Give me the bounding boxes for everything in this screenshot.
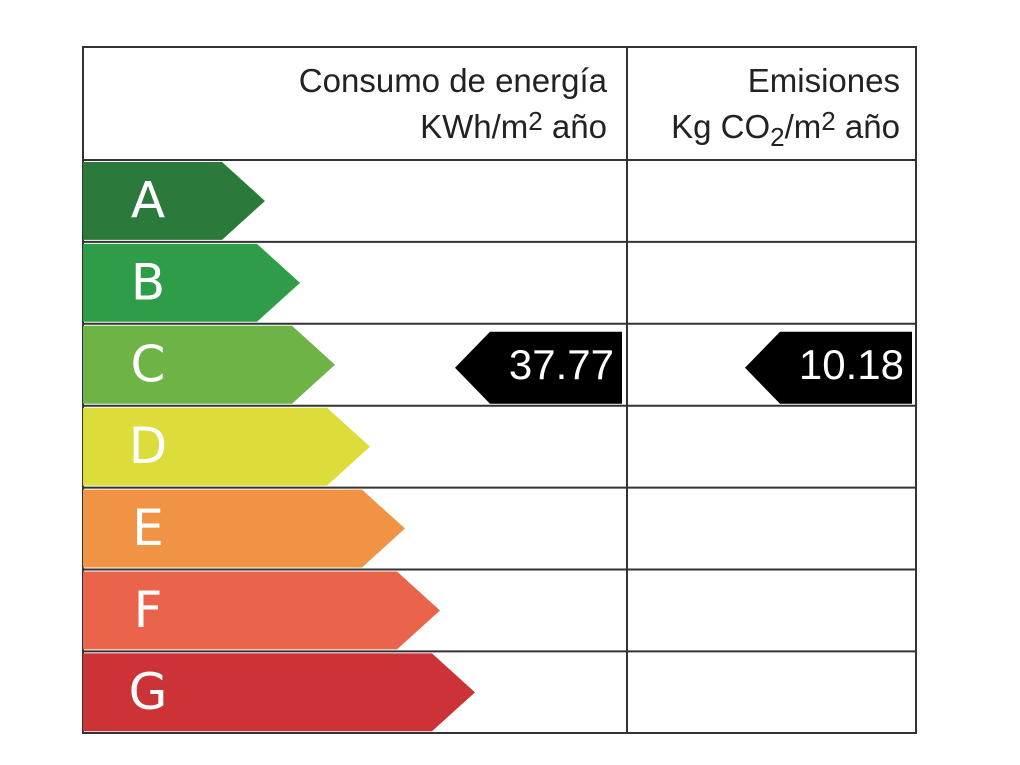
rating-letter: G — [129, 663, 168, 721]
consumption-title: Consumo de energía — [299, 62, 608, 99]
rating-arrow — [83, 162, 265, 240]
rating-letter: F — [134, 581, 163, 639]
rating-letter: C — [131, 335, 166, 393]
consumption-unit: KWh/m2 año — [420, 106, 607, 145]
rating-letter: B — [131, 253, 165, 311]
rating-letter: D — [129, 417, 168, 475]
unit-part: año — [543, 108, 607, 145]
unit-part: /m — [785, 108, 822, 145]
emissions-title: Emisiones — [748, 62, 900, 99]
rating-arrow — [83, 571, 440, 650]
rating-arrow — [83, 489, 405, 568]
unit-sub: 2 — [770, 122, 784, 152]
value-arrow — [455, 331, 622, 404]
value-arrow — [745, 331, 912, 404]
unit-part: año — [836, 108, 900, 145]
value-label: 37.77 — [509, 341, 614, 388]
unit-sup: 2 — [528, 106, 542, 136]
value-label: 10.18 — [799, 341, 904, 388]
emissions-unit: Kg CO2/m2 año — [671, 106, 900, 152]
rating-arrow — [83, 243, 300, 322]
rating-arrow — [83, 407, 370, 486]
rating-letter: E — [132, 499, 164, 557]
unit-part: KWh/m — [420, 108, 528, 145]
unit-part: Kg CO — [671, 108, 770, 145]
rating-arrow — [83, 325, 335, 404]
unit-sup: 2 — [821, 106, 835, 136]
rating-letter: A — [131, 171, 165, 229]
rating-arrow — [83, 653, 475, 732]
